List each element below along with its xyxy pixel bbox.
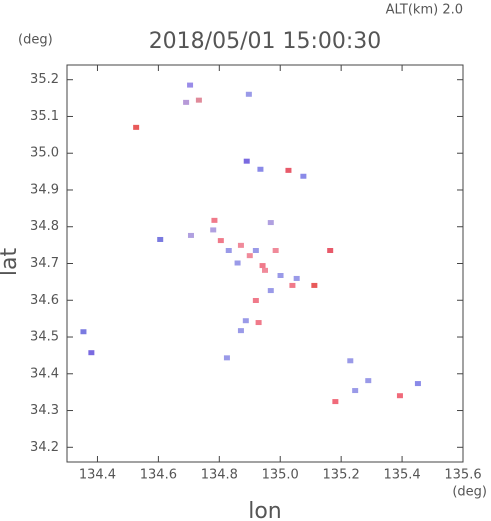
echo-point (285, 167, 292, 173)
echo-point (255, 320, 262, 326)
echo-point (293, 275, 300, 281)
echo-point (267, 220, 274, 226)
echo-point (223, 355, 230, 361)
y-tick-label: 34.6 (30, 293, 59, 308)
x-tick-label: 135.4 (383, 468, 420, 483)
x-tick-label: 135.2 (323, 468, 360, 483)
echo-point (237, 328, 244, 334)
echo-point (267, 288, 274, 294)
echo-point (246, 253, 253, 259)
echo-point (80, 329, 87, 335)
x-axis-label: lon (248, 499, 282, 521)
x-tick-label: 134.4 (79, 468, 116, 483)
y-tick-label: 34.9 (30, 182, 59, 197)
echo-point (157, 236, 164, 242)
echo-point (327, 248, 334, 254)
echo-point (252, 297, 259, 303)
x-tick-label: 134.6 (140, 468, 177, 483)
echo-point (245, 91, 252, 97)
echo-point (237, 242, 244, 248)
echo-point (187, 232, 194, 238)
echo-point (133, 124, 140, 130)
y-tick-label: 35.1 (30, 109, 59, 124)
x-tick-label: 134.8 (201, 468, 238, 483)
y-tick-label: 34.4 (30, 366, 59, 381)
echo-point (272, 248, 279, 254)
y-tick-label: 34.5 (30, 330, 59, 345)
echo-point (311, 282, 318, 288)
y-tick-label: 34.8 (30, 219, 59, 234)
x-tick-label: 135.6 (444, 468, 481, 483)
echo-point (234, 260, 241, 266)
echo-point (332, 399, 339, 405)
x-tick-label: 135.0 (262, 468, 299, 483)
echo-point (225, 248, 232, 254)
echo-point (396, 393, 403, 399)
echo-point (352, 388, 359, 394)
y-tick-label: 34.7 (30, 256, 59, 271)
echo-point (211, 217, 218, 223)
echo-point (277, 272, 284, 278)
x-unit: (deg) (452, 485, 487, 500)
echo-point (259, 263, 266, 269)
echo-point (347, 358, 354, 364)
echo-point (365, 378, 372, 384)
echo-point (300, 173, 307, 179)
echo-point (262, 267, 268, 273)
echo-point (252, 248, 259, 254)
echo-point (217, 238, 224, 244)
echo-point (289, 282, 296, 288)
echo-point (257, 166, 264, 172)
annotation: ALT(km) 2.0 (386, 3, 463, 18)
echo-point (414, 381, 421, 387)
y-unit: (deg) (18, 33, 53, 48)
y-tick-label: 34.2 (30, 440, 59, 455)
y-tick-label: 35.0 (30, 146, 59, 161)
y-axis-label: lat (0, 248, 22, 277)
y-tick-label: 34.3 (30, 403, 59, 418)
echo-point (88, 350, 95, 356)
chart-title: 2018/05/01 15:00:30 (149, 29, 382, 54)
echo-point (183, 99, 190, 105)
echo-point (243, 158, 250, 164)
echo-point (210, 227, 217, 233)
y-tick-label: 35.2 (30, 72, 59, 87)
echo-point (242, 318, 249, 324)
echo-point (187, 82, 194, 88)
echo-point (195, 97, 202, 103)
